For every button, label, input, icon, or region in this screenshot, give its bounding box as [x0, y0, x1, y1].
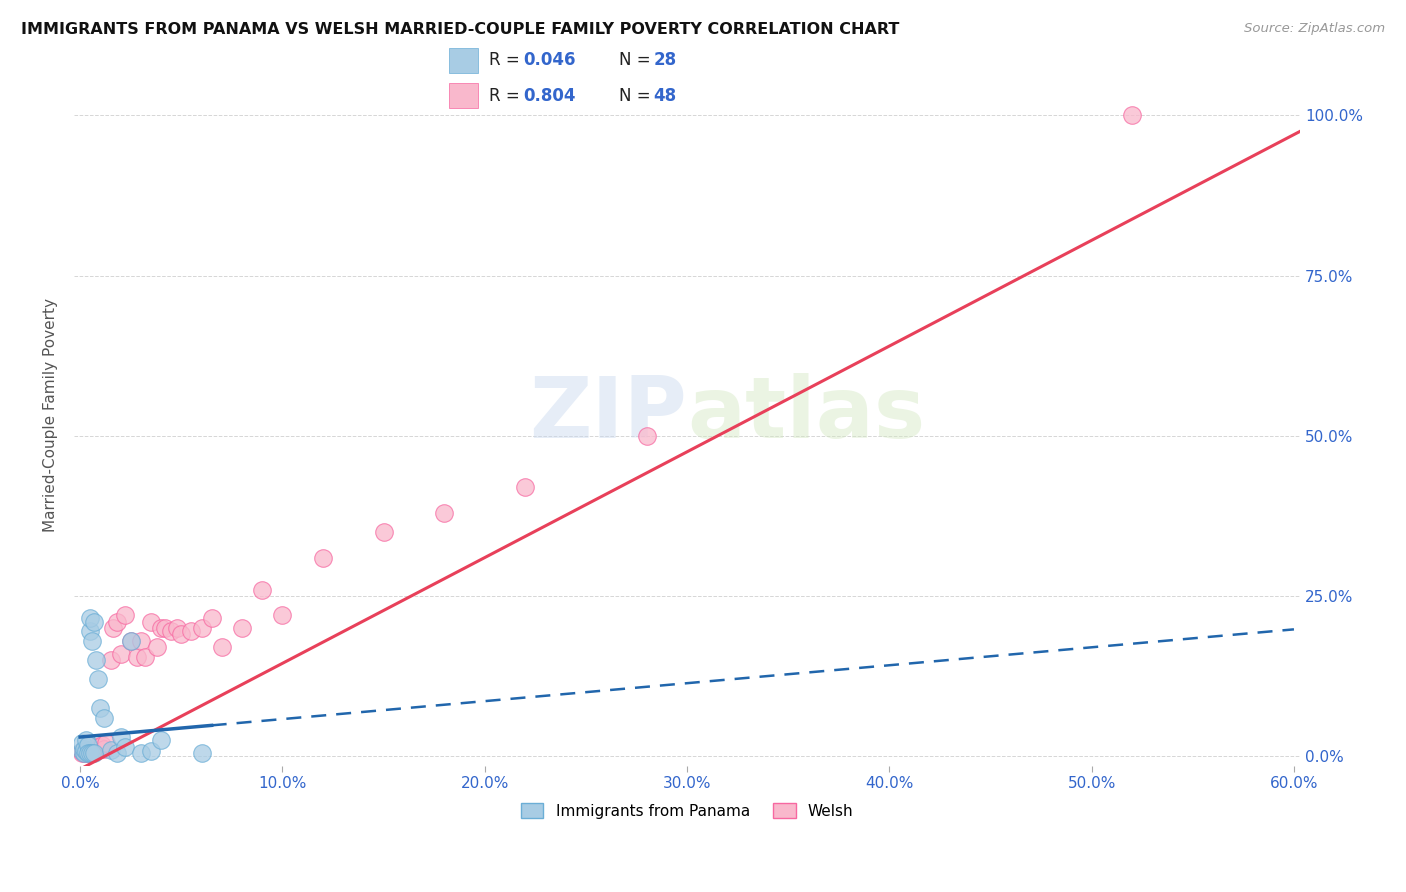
FancyBboxPatch shape: [449, 47, 478, 73]
Point: [139, 744, 162, 758]
Point: [86, 739, 108, 754]
Point: [79, 624, 101, 639]
Point: [373, 524, 395, 539]
Point: [150, 733, 173, 747]
Point: [100, 743, 122, 757]
Point: [105, 615, 128, 629]
Y-axis label: Married-Couple Family Poverty: Married-Couple Family Poverty: [44, 298, 58, 532]
Text: N =: N =: [619, 51, 657, 70]
Point: [73, 744, 96, 758]
Point: [160, 624, 183, 639]
Text: 0.804: 0.804: [523, 87, 576, 105]
Point: [153, 621, 176, 635]
Point: [114, 739, 136, 754]
Point: [70, 736, 93, 750]
Point: [77, 746, 100, 760]
Point: [75, 744, 97, 758]
Point: [129, 633, 152, 648]
Point: [73, 741, 96, 756]
Point: [91, 738, 114, 752]
Text: Source: ZipAtlas.com: Source: ZipAtlas.com: [1244, 22, 1385, 36]
Point: [70, 744, 93, 758]
Point: [105, 746, 128, 760]
Point: [82, 633, 104, 648]
Point: [134, 649, 156, 664]
Point: [120, 633, 142, 648]
Point: [114, 608, 136, 623]
Point: [87, 743, 110, 757]
Text: atlas: atlas: [688, 374, 925, 457]
Point: [77, 738, 100, 752]
Point: [1121, 108, 1143, 122]
Text: 28: 28: [654, 51, 676, 70]
Point: [231, 621, 253, 635]
Point: [129, 746, 152, 760]
Text: 0.046: 0.046: [523, 51, 576, 70]
Point: [75, 746, 97, 760]
Point: [170, 627, 193, 641]
Point: [110, 647, 132, 661]
Point: [73, 746, 96, 760]
Point: [252, 582, 274, 597]
Point: [433, 506, 456, 520]
Point: [93, 711, 115, 725]
Point: [312, 550, 335, 565]
Point: [82, 746, 104, 760]
Point: [101, 621, 124, 635]
Text: ZIP: ZIP: [529, 374, 688, 457]
Point: [77, 743, 100, 757]
Point: [89, 701, 111, 715]
Point: [79, 743, 101, 757]
Point: [79, 746, 101, 760]
Point: [87, 673, 110, 687]
Point: [83, 746, 105, 760]
Point: [120, 633, 142, 648]
Point: [271, 608, 294, 623]
Text: IMMIGRANTS FROM PANAMA VS WELSH MARRIED-COUPLE FAMILY POVERTY CORRELATION CHART: IMMIGRANTS FROM PANAMA VS WELSH MARRIED-…: [21, 22, 900, 37]
Point: [110, 730, 132, 744]
Point: [89, 739, 111, 754]
Point: [96, 736, 118, 750]
Text: N =: N =: [619, 87, 657, 105]
Point: [515, 480, 537, 494]
Point: [636, 429, 658, 443]
Point: [86, 653, 108, 667]
Point: [73, 746, 96, 760]
Point: [77, 746, 100, 760]
Point: [70, 744, 93, 758]
FancyBboxPatch shape: [449, 83, 478, 109]
Point: [166, 621, 188, 635]
Point: [70, 746, 93, 760]
Point: [146, 640, 169, 655]
Text: R =: R =: [489, 87, 526, 105]
Point: [100, 653, 122, 667]
Point: [82, 741, 104, 756]
Point: [180, 624, 202, 639]
Text: 48: 48: [654, 87, 676, 105]
Point: [79, 611, 101, 625]
Point: [75, 733, 97, 747]
Point: [82, 746, 104, 760]
Text: R =: R =: [489, 51, 526, 70]
Point: [190, 621, 212, 635]
Point: [139, 615, 162, 629]
Point: [150, 621, 173, 635]
Point: [125, 649, 148, 664]
Point: [201, 611, 224, 625]
Point: [190, 746, 212, 760]
Legend: Immigrants from Panama, Welsh: Immigrants from Panama, Welsh: [515, 797, 859, 825]
Point: [83, 743, 105, 757]
Point: [83, 615, 105, 629]
Point: [93, 741, 115, 756]
Point: [211, 640, 233, 655]
Point: [79, 746, 101, 760]
Point: [75, 743, 97, 757]
